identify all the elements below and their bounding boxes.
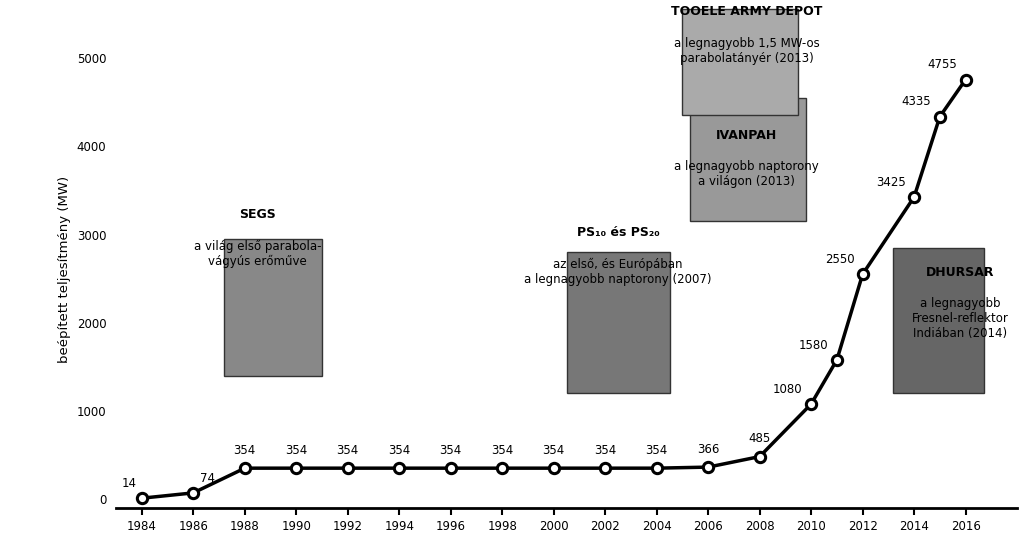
Text: PS₁₀ és PS₂₀: PS₁₀ és PS₂₀ xyxy=(577,226,659,239)
FancyBboxPatch shape xyxy=(682,9,799,116)
Text: 74: 74 xyxy=(201,471,215,484)
Point xyxy=(752,453,768,461)
Text: 354: 354 xyxy=(543,444,565,457)
Point xyxy=(494,464,510,472)
Text: a világ első parabola-
vágyús erőműve: a világ első parabola- vágyús erőműve xyxy=(194,240,322,268)
Point xyxy=(391,464,408,472)
FancyBboxPatch shape xyxy=(894,248,984,394)
Text: a legnagyobb 1,5 MW-os
parabolatányér (2013): a legnagyobb 1,5 MW-os parabolatányér (2… xyxy=(674,37,819,65)
Text: a legnagyobb naptorony
a világon (2013): a legnagyobb naptorony a világon (2013) xyxy=(675,160,819,188)
Text: 14: 14 xyxy=(121,477,136,490)
Point xyxy=(803,400,819,408)
Text: 2550: 2550 xyxy=(824,253,854,266)
Text: 4755: 4755 xyxy=(928,58,957,71)
Text: 366: 366 xyxy=(697,443,719,456)
Text: 3425: 3425 xyxy=(876,176,906,188)
Text: 354: 354 xyxy=(492,444,513,457)
Point xyxy=(906,193,923,201)
Text: a legnagyobb
Fresnel-reflektor
Indiában (2014): a legnagyobb Fresnel-reflektor Indiában … xyxy=(912,297,1009,340)
Point xyxy=(648,464,665,472)
Text: DHURSAR: DHURSAR xyxy=(926,266,994,279)
Text: 1580: 1580 xyxy=(799,339,828,352)
Text: 354: 354 xyxy=(439,444,462,457)
Point xyxy=(700,463,717,471)
Text: IVANPAH: IVANPAH xyxy=(716,129,777,142)
Text: 354: 354 xyxy=(645,444,668,457)
Point xyxy=(133,494,150,503)
Point xyxy=(854,270,870,279)
Text: 1080: 1080 xyxy=(773,383,803,396)
Text: SEGS: SEGS xyxy=(240,208,276,221)
Text: 354: 354 xyxy=(594,444,616,457)
Text: 485: 485 xyxy=(749,433,771,446)
Text: 4335: 4335 xyxy=(902,96,932,109)
Text: 354: 354 xyxy=(337,444,358,457)
Point xyxy=(597,464,613,472)
Text: TOOELE ARMY DEPOT: TOOELE ARMY DEPOT xyxy=(671,5,822,18)
Text: az első, és Európában
a legnagyobb naptorony (2007): az első, és Európában a legnagyobb napto… xyxy=(524,258,712,286)
Text: 354: 354 xyxy=(388,444,411,457)
Point xyxy=(185,489,202,497)
Point xyxy=(340,464,356,472)
Text: 354: 354 xyxy=(285,444,307,457)
Point xyxy=(932,112,948,121)
FancyBboxPatch shape xyxy=(566,252,670,394)
FancyBboxPatch shape xyxy=(224,239,322,376)
Point xyxy=(442,464,459,472)
Point xyxy=(288,464,304,472)
Point xyxy=(237,464,253,472)
Point xyxy=(828,356,845,364)
Y-axis label: beépített teljesítmény (MW): beépített teljesítmény (MW) xyxy=(58,176,71,363)
Text: 354: 354 xyxy=(233,444,256,457)
Point xyxy=(957,75,974,84)
FancyBboxPatch shape xyxy=(690,98,806,221)
Point xyxy=(546,464,562,472)
